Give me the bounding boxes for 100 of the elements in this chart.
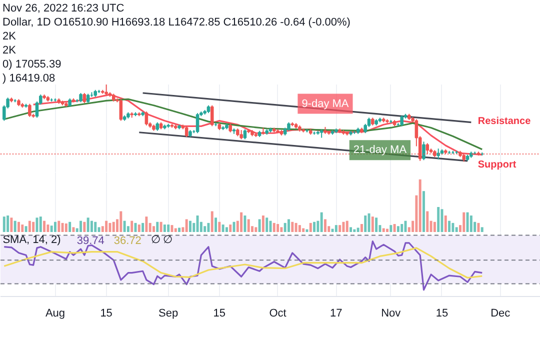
candlestick: [82, 92, 86, 104]
bar: [72, 227, 75, 232]
bar: [313, 222, 316, 232]
candlestick: [86, 93, 90, 104]
bar: [105, 220, 108, 232]
bar: [90, 220, 93, 232]
bar: [222, 224, 224, 232]
bar: [364, 216, 367, 232]
bar: [32, 222, 35, 232]
x-tick-label: 17: [330, 308, 342, 320]
annotation: ) 16419.08: [2, 72, 56, 84]
bar: [433, 222, 436, 232]
bar: [266, 218, 268, 232]
candlestick: [196, 112, 200, 134]
candlestick: [119, 98, 123, 122]
candlestick: [400, 114, 404, 127]
bar: [229, 224, 232, 232]
bar: [86, 218, 90, 232]
bar: [247, 219, 250, 232]
bar: [477, 222, 480, 232]
candlestick: [243, 128, 247, 140]
bar: [254, 227, 258, 232]
bar: [64, 223, 68, 232]
bar: [437, 207, 440, 232]
bar: [145, 216, 148, 232]
bar: [120, 211, 122, 232]
bar: [480, 227, 484, 232]
bar: [360, 224, 363, 232]
x-tick-label: 15: [436, 308, 448, 320]
bar: [204, 226, 206, 232]
annotation: 39.74: [76, 235, 104, 248]
bar: [50, 226, 53, 232]
bar: [142, 222, 144, 232]
bar: [207, 222, 210, 232]
bar: [426, 211, 429, 232]
bar: [400, 224, 404, 232]
bar: [68, 222, 72, 232]
bar: [94, 222, 97, 232]
bar: [152, 226, 155, 232]
chart-title: Nov 26, 2022 16:23 UTC: [2, 2, 124, 14]
bar: [218, 222, 221, 232]
bar: [21, 224, 24, 232]
bar: [178, 228, 181, 232]
text: 2K: [2, 30, 17, 42]
bar: [346, 220, 348, 232]
bar: [185, 219, 188, 232]
bar: [240, 212, 243, 232]
annotation: 9-day MA: [302, 98, 350, 110]
bar: [138, 224, 140, 232]
bar: [324, 219, 326, 232]
bar: [2, 216, 6, 232]
bar: [170, 225, 174, 232]
bar: [244, 216, 246, 232]
bar: [10, 218, 13, 232]
bar: [210, 211, 214, 232]
bar: [466, 212, 469, 232]
bar: [54, 222, 56, 232]
bar: [39, 216, 42, 232]
bar: [280, 227, 283, 232]
x-tick-label: Dec: [490, 308, 511, 320]
annotation: ∅: [150, 234, 161, 246]
chart-title: SMA, 14, 2): [2, 234, 61, 246]
bar: [350, 227, 352, 232]
bar: [188, 220, 192, 232]
bar: [288, 219, 290, 232]
bar: [448, 220, 451, 232]
bar: [302, 228, 305, 232]
bar: [291, 222, 294, 232]
bar: [24, 226, 28, 232]
x-tick-label: 15: [213, 308, 226, 320]
bar: [470, 216, 472, 232]
bar: [46, 224, 50, 232]
bar: [108, 222, 112, 232]
bar: [58, 220, 60, 232]
bar: [18, 222, 20, 232]
bar: [338, 225, 342, 232]
annotation: 21-day MA: [353, 144, 408, 156]
bar: [262, 216, 264, 232]
bar: [334, 225, 338, 232]
candlestick: [240, 130, 243, 140]
bar: [390, 225, 392, 232]
bar: [174, 228, 177, 232]
bar: [342, 222, 345, 232]
candlestick: [79, 92, 82, 103]
bar: [396, 226, 400, 232]
bar: [320, 212, 323, 232]
bar: [393, 224, 396, 232]
bar: [422, 191, 425, 232]
bar: [444, 216, 447, 232]
bar: [43, 220, 46, 232]
text: 0) 17055.39: [2, 58, 62, 70]
text: 2K: [2, 44, 17, 56]
bar: [353, 229, 356, 232]
bar: [452, 222, 454, 232]
x-tick-label: Nov: [381, 308, 402, 320]
bar: [294, 222, 298, 232]
candlestick: [422, 141, 426, 161]
bar: [123, 220, 126, 232]
bar: [225, 227, 228, 232]
chart-subtitle: Dollar, 1D O16510.90 H16693.18 L16472.85 C16510.26 -0.64 (-0.00%): [2, 16, 350, 28]
